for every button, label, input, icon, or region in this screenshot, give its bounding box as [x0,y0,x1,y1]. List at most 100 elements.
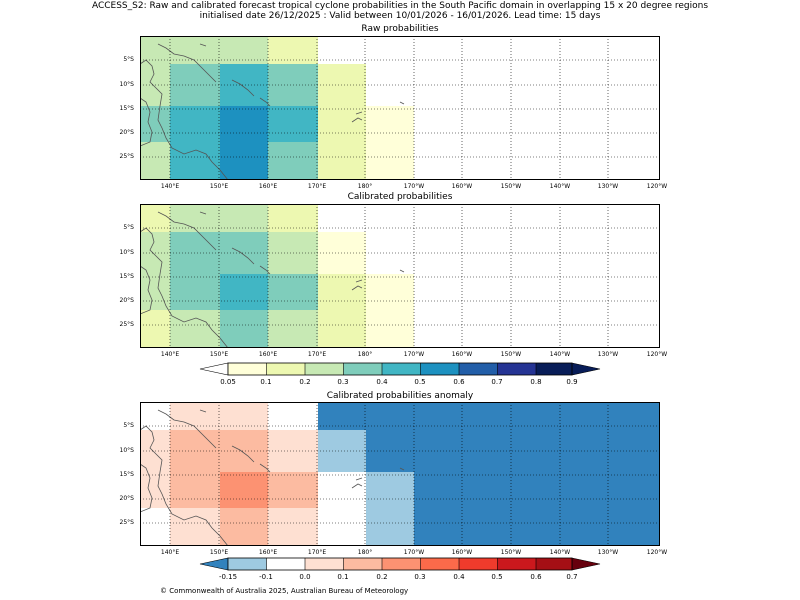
anomaly-colorbar-tick: 0.5 [491,573,503,581]
probability-colorbar-segment [420,363,459,375]
probability-colorbar-tick: 0.1 [260,378,272,386]
anomaly-lat-label: 25°S [119,519,134,526]
calibrated-lon-label: 150°E [209,351,229,358]
anomaly-lon-label: 160°E [258,549,278,556]
calibrated-coastline [140,211,405,348]
anomaly-gridlines [140,402,660,546]
raw-panel-title: Raw probabilities [361,24,439,34]
probability-colorbar-tick: 0.7 [491,378,503,386]
anomaly-colorbar-over-arrow [571,557,601,571]
raw-lon-label: 140°W [549,183,571,190]
anomaly-colorbar-segment [266,558,305,570]
anomaly-colorbar-segment [420,558,459,570]
anomaly-colorbar-under-arrow [199,557,229,571]
anomaly-lat-label: 10°S [119,447,134,454]
raw-lat-label: 10°S [119,81,134,88]
raw-map-svg [140,36,660,180]
raw-lat-label: 20°S [119,129,134,136]
anomaly-colorbar-tick: 0.6 [530,573,542,581]
calibrated-lon-label: 140°W [549,351,571,358]
calibrated-lat-label: 20°S [119,297,134,304]
raw-lon-label: 170°E [307,183,327,190]
anomaly-colorbar-tick: -0.15 [218,573,238,581]
probability-colorbar-tick: 0.8 [530,378,542,386]
anomaly-lon-label: 150°W [500,549,522,556]
probability-colorbar-segment [382,363,421,375]
probability-colorbar-tick: 0.5 [414,378,426,386]
anomaly-panel-title: Calibrated probabilities anomaly [326,391,474,401]
anomaly-map-svg [140,402,660,546]
anomaly-lat-label: 5°S [123,422,134,429]
raw-probability-cells [140,36,414,180]
probability-colorbar-segment [343,363,382,375]
anomaly-lon-label: 160°W [451,549,473,556]
raw-lon-label: 140°E [160,183,180,190]
raw-gridlines [140,36,660,180]
raw-lat-label: 5°S [123,56,134,63]
calibrated-panel-title: Calibrated probabilities [347,192,453,202]
anomaly-colorbar-tick: 0.3 [414,573,426,581]
probability-colorbar-segment [305,363,344,375]
anomaly-colorbar-tick: 0.1 [337,573,349,581]
raw-lon-label: 150°E [209,183,229,190]
anomaly-lon-label: 120°W [646,549,668,556]
anomaly-lat-label: 20°S [119,495,134,502]
probability-colorbar-under-arrow [199,362,229,376]
anomaly-lon-label: 180° [357,549,373,556]
raw-lon-label: 150°W [500,183,522,190]
calibrated-lon-label: 170°E [307,351,327,358]
calibrated-lat-label: 15°S [119,273,134,280]
raw-probability-map [140,36,660,180]
calibrated-lon-label: 160°W [451,351,473,358]
probability-colorbar-segment [266,363,305,375]
anomaly-colorbar-tick: 0.0 [299,573,311,581]
probability-colorbar-tick: 0.4 [376,378,388,386]
probability-colorbar-segment [536,363,572,375]
calibrated-probability-cells [140,204,414,348]
anomaly-lon-label: 140°W [549,549,571,556]
probability-colorbar-segment [228,363,267,375]
anomaly-lon-label: 170°W [403,549,425,556]
calibrated-lon-label: 140°E [160,351,180,358]
calibrated-lon-label: 150°W [500,351,522,358]
anomaly-colorbar-segment [459,558,498,570]
anomaly-colorbar-tick: 0.4 [453,573,465,581]
raw-lat-label: 25°S [119,153,134,160]
anomaly-colorbar-segment [536,558,572,570]
anomaly-colorbar-tick: -0.1 [259,573,273,581]
calibrated-lon-label: 170°W [403,351,425,358]
anomaly-colorbar-segment [343,558,382,570]
calibrated-lon-label: 160°E [258,351,278,358]
raw-coastline [140,43,405,180]
anomaly-colorbar-segment [497,558,536,570]
probability-colorbar-over-arrow [571,362,601,376]
figure-title-line2: initialised date 26/12/2025 : Valid betw… [199,11,601,21]
calibrated-probability-map [140,204,660,348]
anomaly-colorbar [199,557,601,571]
raw-lon-label: 160°E [258,183,278,190]
probability-colorbar-tick: 0.3 [337,378,349,386]
probability-colorbar-segment [497,363,536,375]
calibrated-lon-label: 130°W [597,351,619,358]
calibrated-gridlines [140,204,660,348]
raw-lon-label: 120°W [646,183,668,190]
copyright-footer: © Commonwealth of Australia 2025, Austra… [160,587,409,595]
raw-lon-label: 130°W [597,183,619,190]
raw-lon-label: 170°W [403,183,425,190]
anomaly-colorbar-tick: 0.2 [376,573,388,581]
calibrated-lon-label: 120°W [646,351,668,358]
raw-lon-label: 180° [357,183,373,190]
probability-colorbar-tick: 0.2 [299,378,311,386]
calibrated-lon-label: 180° [357,351,373,358]
anomaly-lon-label: 140°E [160,549,180,556]
calibrated-lat-label: 25°S [119,321,134,328]
probability-colorbar-tick: 0.05 [220,378,236,386]
probability-colorbar [199,362,601,376]
calibrated-lat-label: 10°S [119,249,134,256]
probability-colorbar-tick: 0.6 [453,378,465,386]
anomaly-colorbar-segment [305,558,344,570]
raw-lon-label: 160°W [451,183,473,190]
probability-colorbar-segment [459,363,498,375]
raw-lat-label: 15°S [119,105,134,112]
anomaly-colorbar-segment [382,558,421,570]
